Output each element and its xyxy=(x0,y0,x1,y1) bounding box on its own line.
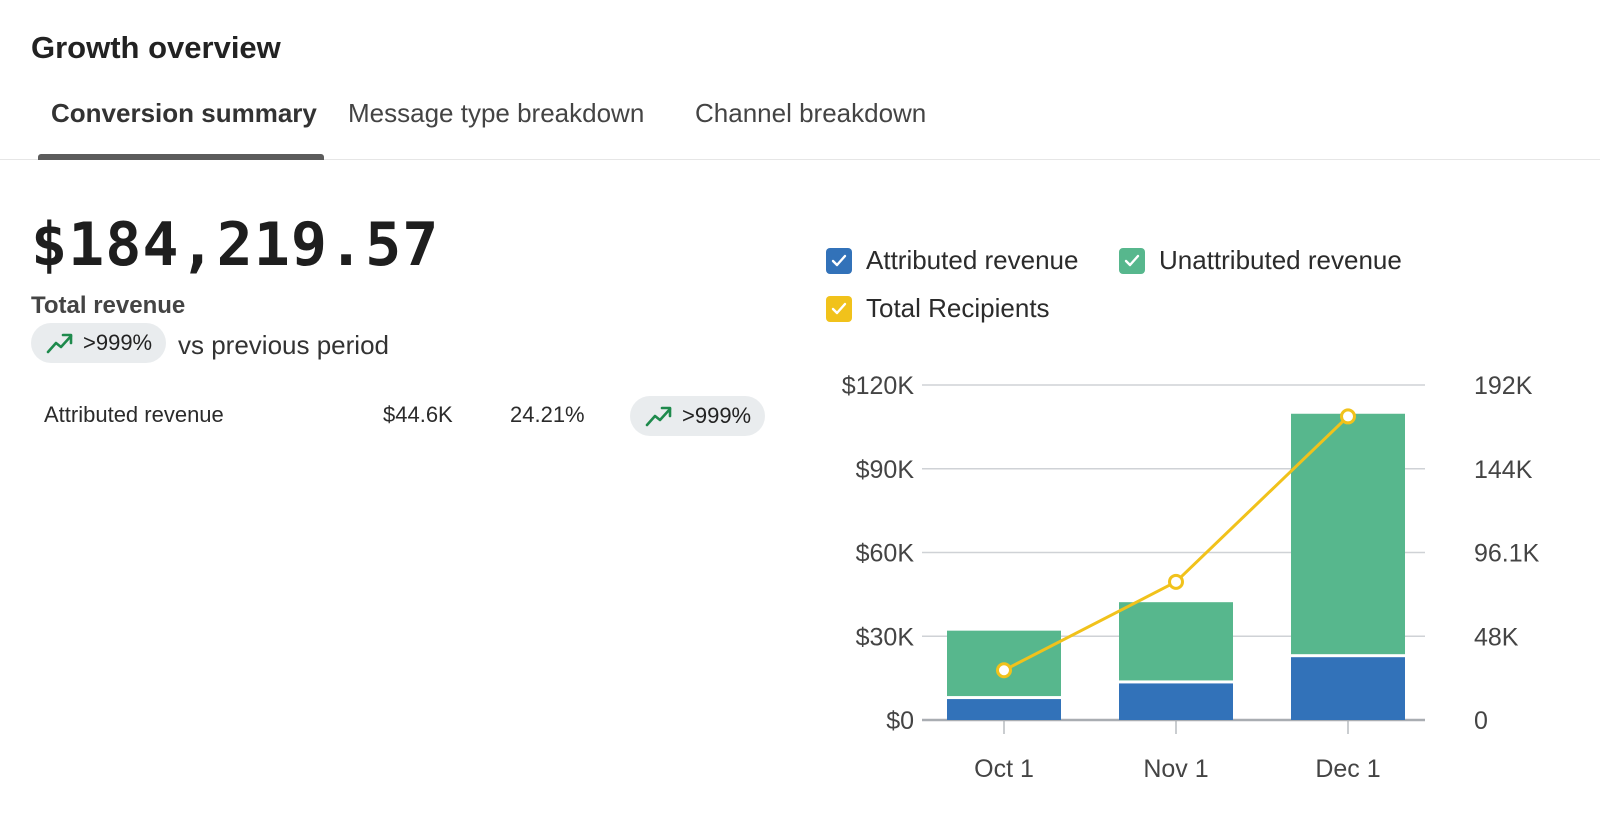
point-total-recipients xyxy=(1168,573,1184,590)
page-title: Growth overview xyxy=(31,30,281,65)
y-left-tick-label: $0 xyxy=(886,707,914,735)
metric-row-change-badge: >999% xyxy=(630,396,766,436)
tab-channel-breakdown[interactable]: Channel breakdown xyxy=(695,98,927,128)
y-left-tick-label: $90K xyxy=(856,456,915,484)
x-tick-label: Nov 1 xyxy=(1143,755,1208,783)
y-right-tick-label: 96.1K xyxy=(1474,540,1540,568)
total-revenue-value: $184,219.57 xyxy=(31,210,440,280)
active-tab-indicator xyxy=(38,154,324,160)
trending-up-icon xyxy=(645,406,672,427)
tab-bar: Conversion summary Message type breakdow… xyxy=(0,78,1600,160)
tab-message-type-breakdown[interactable]: Message type breakdown xyxy=(348,98,645,128)
metric-row-amount: $44.6K xyxy=(383,402,453,427)
point-total-recipients xyxy=(996,662,1012,679)
bar-attributed-revenue xyxy=(947,699,1061,720)
checkbox-checked-icon xyxy=(826,295,852,322)
legend-label: Total Recipients xyxy=(866,293,1050,323)
metric-row-label: Attributed revenue xyxy=(44,402,224,427)
metric-row-change-value: >999% xyxy=(682,403,752,428)
y-left-tick-label: $30K xyxy=(856,623,915,651)
x-tick-label: Dec 1 xyxy=(1315,755,1380,783)
legend-item-attributed[interactable]: Attributed revenue xyxy=(826,245,1078,276)
x-tick-label: Oct 1 xyxy=(974,755,1034,783)
y-right-tick-label: 48K xyxy=(1474,623,1519,651)
y-right-tick-label: 192K xyxy=(1474,372,1533,400)
legend-label: Attributed revenue xyxy=(866,245,1079,275)
bar-unattributed-revenue xyxy=(1291,413,1405,655)
total-revenue-label: Total revenue xyxy=(31,292,186,319)
tab-conversion-summary[interactable]: Conversion summary xyxy=(51,98,317,128)
checkbox-checked-icon xyxy=(826,247,852,274)
legend-label: Unattributed revenue xyxy=(1159,245,1402,275)
trending-up-icon xyxy=(46,333,73,354)
bar-unattributed-revenue xyxy=(1119,602,1233,681)
y-left-tick-label: $60K xyxy=(856,540,915,568)
bar-attributed-revenue xyxy=(1119,683,1233,720)
change-badge-value: >999% xyxy=(83,330,153,355)
y-left-tick-label: $120K xyxy=(842,372,915,400)
point-total-recipients xyxy=(1340,408,1356,425)
metric-row-percent: 24.21% xyxy=(510,402,585,427)
change-badge: >999% xyxy=(31,323,167,363)
y-right-tick-label: 144K xyxy=(1474,456,1533,484)
legend-item-unattributed[interactable]: Unattributed revenue xyxy=(1119,245,1402,276)
legend-item-recipients[interactable]: Total Recipients xyxy=(826,293,1050,324)
checkbox-checked-icon xyxy=(1119,247,1145,274)
y-right-tick-label: 0 xyxy=(1474,707,1488,735)
comparison-text: vs previous period xyxy=(178,330,389,360)
bar-attributed-revenue xyxy=(1291,657,1405,720)
